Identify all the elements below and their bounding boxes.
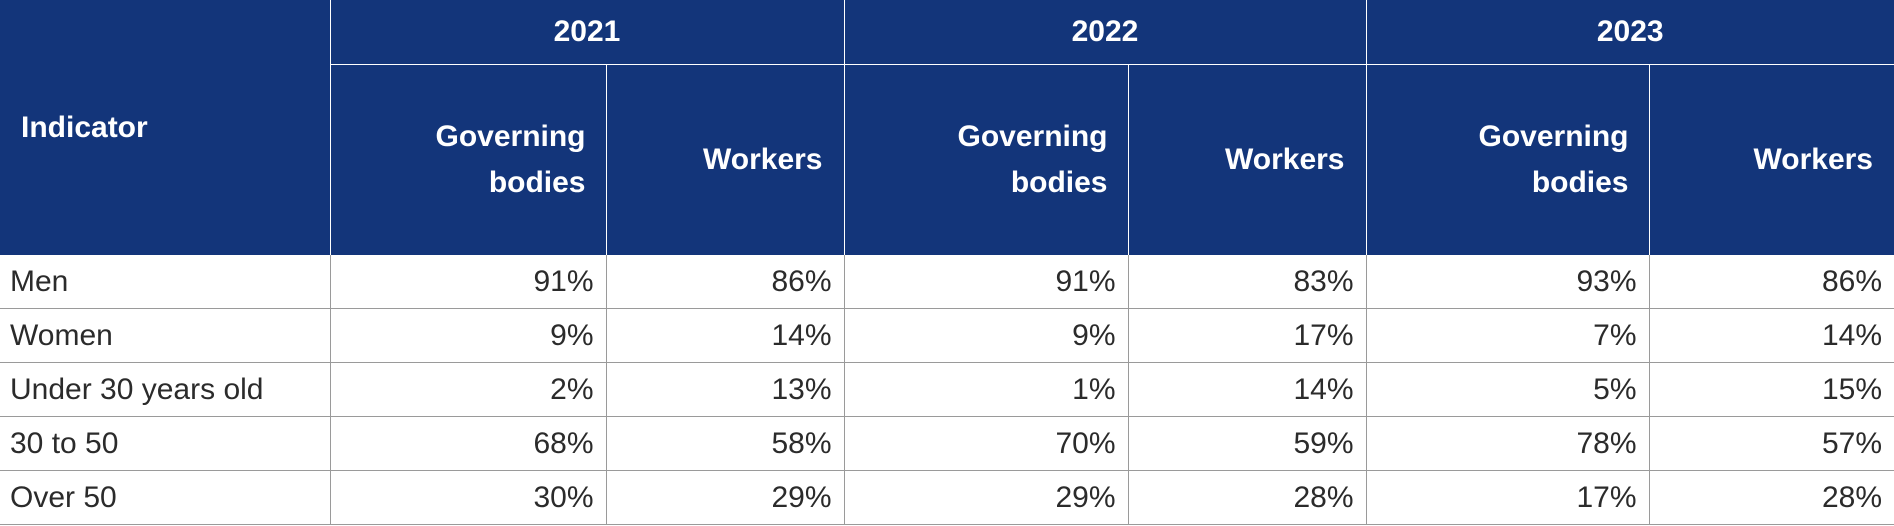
table-row: Over 50 30% 29% 29% 28% 17% 28% (0, 470, 1894, 525)
row-label: Women (0, 308, 330, 363)
table-cell: 59% (1127, 416, 1366, 471)
table-header: Indicator 2021 2022 2023 Governing bodie… (0, 0, 1894, 255)
governing-header-line2: bodies (488, 166, 586, 199)
year-header-row: Indicator 2021 2022 2023 (0, 0, 1894, 255)
table-cell: 14% (1127, 362, 1366, 417)
year-header-2021: 2021 (329, 0, 844, 65)
workers-header-2022: Workers (1127, 64, 1366, 255)
table-cell: 17% (1127, 308, 1366, 363)
table-cell: 91% (329, 255, 606, 309)
sub-header-row: Governing bodies Workers Governing bodie… (0, 64, 1894, 255)
table-cell: 15% (1648, 362, 1894, 417)
table-cell: 13% (605, 362, 844, 417)
table-row: 30 to 50 68% 58% 70% 59% 78% 57% (0, 416, 1894, 471)
row-label: Over 50 (0, 470, 330, 525)
governing-bodies-header-2022: Governing bodies (843, 64, 1128, 255)
table-cell: 5% (1365, 362, 1649, 417)
table-row: Men 91% 86% 91% 83% 93% 86% (0, 255, 1894, 309)
table-cell: 70% (843, 416, 1128, 471)
table-cell: 86% (605, 255, 844, 309)
table-cell: 29% (843, 470, 1128, 525)
governing-header-line1: Governing (435, 120, 586, 153)
table-cell: 57% (1648, 416, 1894, 471)
table-cell: 2% (329, 362, 606, 417)
table-cell: 14% (1648, 308, 1894, 363)
table-cell: 58% (605, 416, 844, 471)
table-cell: 68% (329, 416, 606, 471)
table-body: Men 91% 86% 91% 83% 93% 86% Women 9% 14%… (0, 255, 1894, 525)
table-cell: 93% (1365, 255, 1649, 309)
table-cell: 9% (329, 308, 606, 363)
workers-header-2023: Workers (1648, 64, 1894, 255)
governing-header-line1: Governing (957, 120, 1108, 153)
table-cell: 28% (1127, 470, 1366, 525)
year-header-2022: 2022 (843, 0, 1366, 65)
table-cell: 14% (605, 308, 844, 363)
governing-header-line1: Governing (1478, 120, 1629, 153)
table-cell: 30% (329, 470, 606, 525)
governing-bodies-header-2021: Governing bodies (329, 64, 606, 255)
table-cell: 29% (605, 470, 844, 525)
table-cell: 9% (843, 308, 1128, 363)
table-cell: 78% (1365, 416, 1649, 471)
table-row: Women 9% 14% 9% 17% 7% 14% (0, 308, 1894, 363)
row-label: 30 to 50 (0, 416, 330, 471)
table-cell: 91% (843, 255, 1128, 309)
governing-bodies-header-2023: Governing bodies (1365, 64, 1649, 255)
table-row: Under 30 years old 2% 13% 1% 14% 5% 15% (0, 362, 1894, 417)
table-cell: 1% (843, 362, 1128, 417)
table-cell: 7% (1365, 308, 1649, 363)
governing-header-line2: bodies (1010, 166, 1108, 199)
year-header-2023: 2023 (1365, 0, 1894, 65)
row-label: Men (0, 255, 330, 309)
table-cell: 17% (1365, 470, 1649, 525)
table-cell: 86% (1648, 255, 1894, 309)
indicator-column-header: Indicator (0, 0, 330, 255)
governing-header-line2: bodies (1531, 166, 1629, 199)
table-cell: 28% (1648, 470, 1894, 525)
row-label: Under 30 years old (0, 362, 330, 417)
workers-header-2021: Workers (605, 64, 844, 255)
table-cell: 83% (1127, 255, 1366, 309)
